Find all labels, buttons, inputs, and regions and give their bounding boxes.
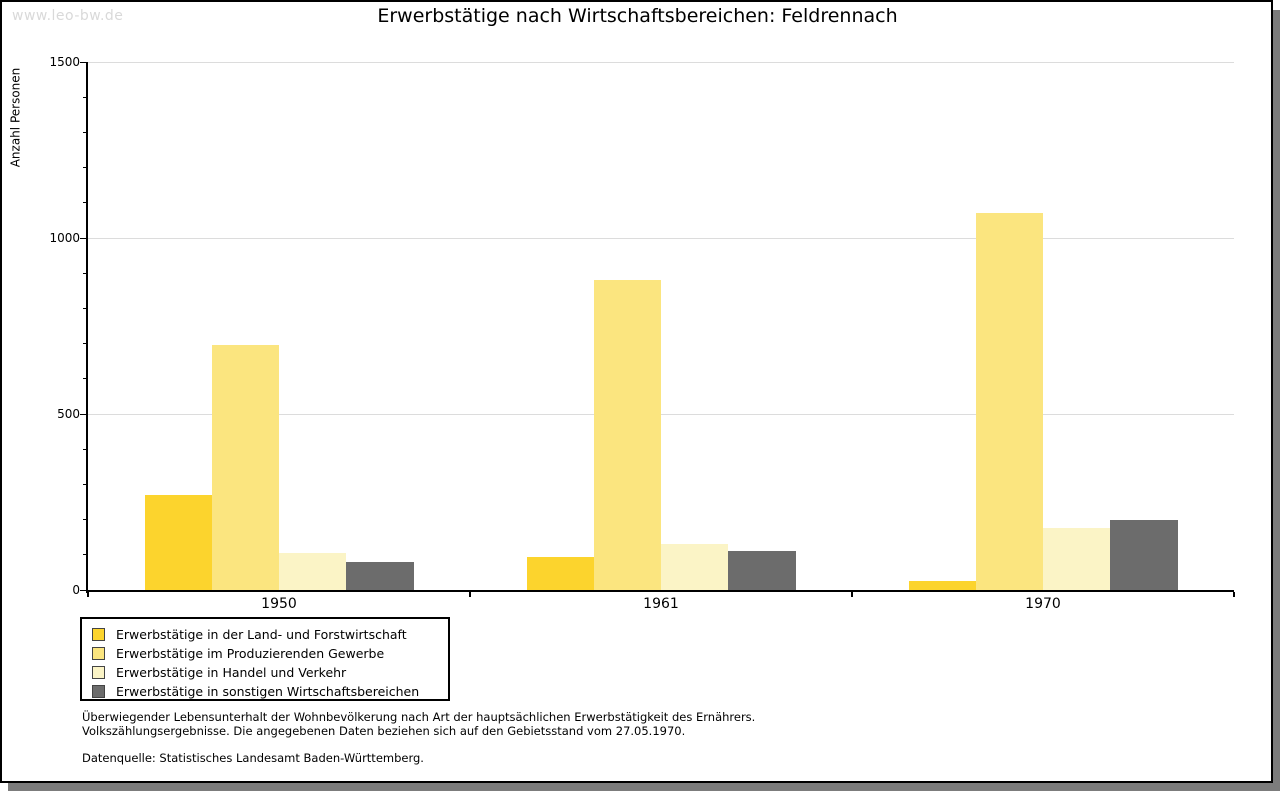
legend-row-1: Erwerbstätige in der Land- und Forstwirt… [92, 625, 448, 643]
y-tick-minor [83, 519, 87, 521]
legend-row-3: Erwerbstätige in Handel und Verkehr [92, 663, 448, 681]
y-axis-title: Anzahl Personen [8, 67, 23, 168]
legend-label: Erwerbstätige in der Land- und Forstwirt… [116, 626, 407, 642]
legend: Erwerbstätige in der Land- und Forstwirt… [80, 617, 450, 701]
bar-1950-series3 [279, 553, 347, 590]
legend-swatch-icon [92, 684, 105, 698]
y-tick-minor [83, 378, 87, 380]
y-tick-minor [83, 167, 87, 169]
bar-1950-series2 [211, 345, 279, 590]
gridline-1000 [88, 238, 1234, 239]
y-tick-major-500 [80, 413, 87, 415]
legend-row-2: Erwerbstätige im Produzierenden Gewerbe [92, 644, 448, 662]
x-tick-label-1950: 1950 [261, 596, 297, 612]
watermark: www.leo-bw.de [12, 8, 124, 24]
x-tick [87, 592, 89, 597]
legend-label: Erwerbstätige in sonstigen Wirtschaftsbe… [116, 683, 420, 699]
bar-1950-series4 [346, 561, 414, 590]
bar-1970-series2 [975, 213, 1043, 590]
bar-1970-series3 [1043, 528, 1111, 590]
legend-swatch-icon [92, 646, 105, 660]
chart-title: Erwerbstätige nach Wirtschaftsbereichen:… [377, 5, 898, 27]
bar-1961-series3 [661, 544, 729, 590]
y-tick-minor [83, 131, 87, 133]
footnote-line-2: Volkszählungsergebnisse. Die angegebenen… [82, 724, 686, 738]
y-tick-minor [83, 343, 87, 345]
footnote-text: Überwiegender Lebensunterhalt der Wohnbe… [82, 710, 755, 738]
x-tick-label-1961: 1961 [643, 596, 679, 612]
y-tick-major-1000 [80, 237, 87, 239]
y-axis-line [86, 62, 88, 593]
y-tick-label-0: 0 [72, 583, 80, 597]
y-tick-minor [83, 554, 87, 556]
bar-1970-series4 [1110, 519, 1178, 590]
bar-1961-series1 [526, 556, 594, 590]
y-tick-minor [83, 272, 87, 274]
x-tick [1233, 592, 1235, 597]
datasource-text: Datenquelle: Statistisches Landesamt Bad… [82, 751, 424, 765]
y-tick-major-0 [80, 589, 87, 591]
bar-1970-series1 [908, 581, 976, 590]
legend-label: Erwerbstätige in Handel und Verkehr [116, 664, 347, 680]
y-tick-minor [83, 96, 87, 98]
y-tick-major-1500 [80, 61, 87, 63]
y-tick-minor [83, 202, 87, 204]
x-tick-label-1970: 1970 [1025, 596, 1061, 612]
x-tick [851, 592, 853, 597]
bar-1961-series4 [728, 551, 796, 590]
legend-swatch-icon [92, 665, 105, 679]
x-axis-line [86, 590, 1234, 592]
y-tick-label-1500: 1500 [49, 55, 80, 69]
gridline-1500 [88, 62, 1234, 63]
y-tick-minor [83, 448, 87, 450]
bar-1961-series2 [593, 280, 661, 590]
y-tick-minor [83, 483, 87, 485]
footnote-line-1: Überwiegender Lebensunterhalt der Wohnbe… [82, 710, 756, 724]
y-tick-label-500: 500 [57, 407, 80, 421]
legend-row-4: Erwerbstätige in sonstigen Wirtschaftsbe… [92, 682, 448, 700]
bar-1950-series1 [144, 494, 212, 590]
legend-label: Erwerbstätige im Produzierenden Gewerbe [116, 645, 385, 661]
legend-swatch-icon [92, 627, 105, 641]
x-tick [469, 592, 471, 597]
y-tick-minor [83, 307, 87, 309]
y-tick-label-1000: 1000 [49, 231, 80, 245]
gridline-500 [88, 414, 1234, 415]
